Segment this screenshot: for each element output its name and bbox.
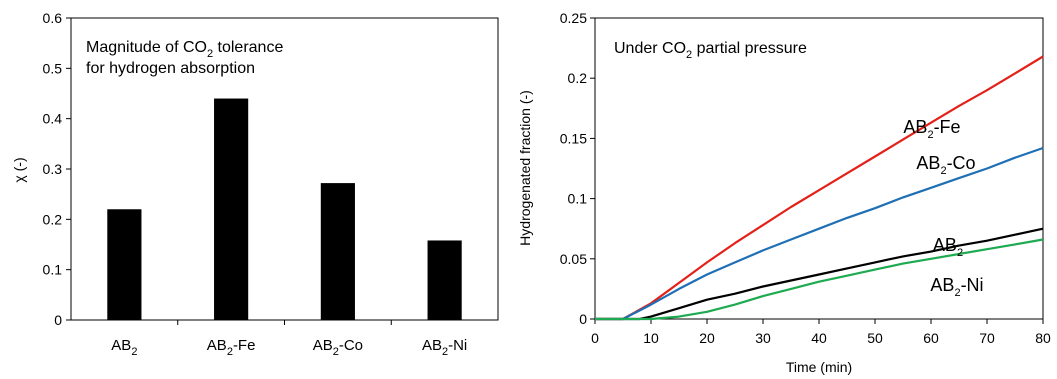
bar-y-tick-label: 0.3 — [43, 161, 63, 177]
bar-x-labels: AB2 AB2-Fe AB2-Co AB2-Ni — [111, 320, 467, 358]
line-y-axis-label: Hydrogenated fraction (-) — [517, 90, 533, 246]
bar-y-tick-label: 0 — [54, 312, 62, 328]
line-annotation-suffix: partial pressure — [692, 40, 807, 57]
bar-y-axis-label: χ (-) — [11, 157, 27, 182]
line-y-ticks: 0 0.05 0.1 0.15 0.2 0.25 — [560, 10, 595, 327]
bar-annotation-line2: for hydrogen absorption — [86, 60, 255, 77]
bar-annotation-sub: 2 — [207, 48, 213, 60]
line-y-tick-label: 0.15 — [560, 130, 587, 146]
line-x-tick-label: 60 — [923, 330, 939, 346]
line-x-tick-label: 40 — [811, 330, 827, 346]
series-line — [595, 55, 1044, 321]
line-y-tick-label: 0.2 — [568, 70, 588, 86]
bar-annotation-prefix: Magnitude of CO — [86, 39, 207, 56]
series-label: AB2-Ni — [930, 275, 983, 299]
bar-y-tick-label: 0.4 — [43, 111, 63, 127]
series-label: AB2 — [933, 235, 963, 259]
line-y-tick-label: 0.25 — [560, 10, 587, 26]
bar-bars — [107, 98, 462, 321]
bar-y-tick-label: 0.6 — [43, 10, 63, 26]
bar-y-ticks: 0 0.1 0.2 0.3 0.4 0.5 0.6 — [43, 10, 71, 328]
bar-annotation-line1: Magnitude of CO2 tolerance — [86, 39, 283, 60]
bar-chart: 0 0.1 0.2 0.3 0.4 0.5 0.6 AB2 AB2-Fe AB2-Co AB2-N… — [11, 10, 499, 358]
line-x-tick-label: 0 — [591, 330, 599, 346]
bar-category-label: AB2 — [111, 337, 137, 358]
bar-y-tick-label: 0.2 — [43, 211, 63, 227]
line-x-tick-label: 20 — [699, 330, 715, 346]
bar-y-tick-label: 0.5 — [43, 60, 63, 76]
bar-annotation-suffix: tolerance — [213, 39, 283, 56]
line-y-tick-label: 0.05 — [560, 251, 587, 267]
line-annotation-prefix: Under CO — [614, 40, 686, 57]
line-annotation: Under CO2 partial pressure — [614, 40, 807, 61]
bar-category-label: AB2-Fe — [207, 337, 256, 358]
series-line — [595, 227, 1044, 321]
line-x-tick-label: 30 — [755, 330, 771, 346]
bar-category-label: AB2-Co — [313, 337, 363, 358]
line-x-tick-label: 10 — [643, 330, 659, 346]
line-series — [595, 55, 1044, 321]
line-x-tick-label: 50 — [867, 330, 883, 346]
series-label: AB2-Co — [916, 153, 975, 177]
bar — [214, 98, 249, 321]
series-label: AB2-Fe — [903, 117, 960, 141]
line-y-tick-label: 0 — [579, 311, 587, 327]
line-annotation-sub: 2 — [686, 49, 692, 61]
bar-category-label: AB2-Ni — [422, 337, 467, 358]
line-x-tick-label: 70 — [979, 330, 995, 346]
line-y-tick-label: 0.1 — [568, 191, 588, 207]
bar-y-tick-label: 0.1 — [43, 262, 63, 278]
line-x-axis-label: Time (min) — [786, 359, 852, 375]
bar — [427, 240, 462, 320]
line-x-ticks: 0 10 20 30 40 50 60 70 80 — [591, 319, 1051, 346]
series-line — [595, 238, 1044, 321]
bar — [107, 209, 142, 320]
line-x-tick-label: 80 — [1035, 330, 1051, 346]
series-line — [595, 146, 1044, 321]
line-chart: 0 0.05 0.1 0.15 0.2 0.25 0 10 20 30 40 50 60 70 80 AB… — [517, 10, 1051, 375]
bar — [320, 183, 355, 320]
line-series-labels: AB2-Fe AB2-Co AB2 AB2-Ni — [903, 117, 983, 299]
